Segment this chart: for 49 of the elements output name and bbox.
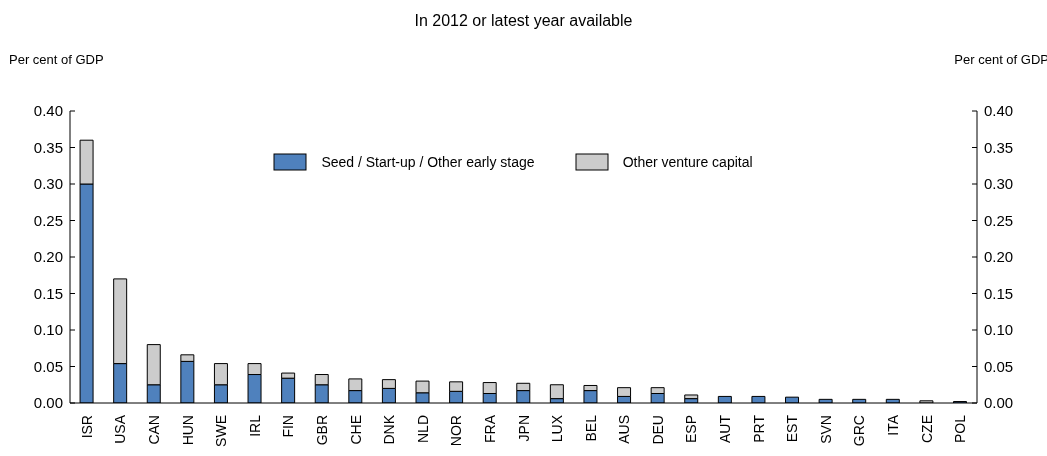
y2-tick-label: 0.30 <box>984 175 1014 193</box>
x-tick-label: PRT <box>750 414 767 443</box>
legend-label: Seed / Start-up / Other early stage <box>321 154 535 170</box>
x-tick-label: ISR <box>78 415 95 439</box>
x-tick-label: LUX <box>549 414 566 443</box>
x-tick-label: ITA <box>885 414 902 436</box>
x-tick-label: GBR <box>313 415 330 446</box>
y2-tick-label: 0.15 <box>984 284 1014 302</box>
x-tick-label: GRC <box>851 415 868 447</box>
y2-tick-label: 0.35 <box>984 138 1014 156</box>
x-tick-label: JPN <box>515 415 532 442</box>
y2-tick-label: 0.00 <box>984 394 1014 412</box>
y-tick-label: 0.30 <box>33 175 63 193</box>
y2-tick-label: 0.40 <box>984 102 1014 120</box>
x-tick-label: FIN <box>280 415 297 438</box>
y2-tick-label: 0.10 <box>984 321 1014 339</box>
y-tick-label: 0.00 <box>33 394 63 412</box>
x-tick-label: DEU <box>649 415 666 445</box>
x-tick-label: IRL <box>246 414 263 437</box>
x-tick-label: CZE <box>918 415 935 443</box>
legend-label: Other venture capital <box>622 154 753 170</box>
x-tick-label: SWE <box>213 415 230 447</box>
x-tick-label: AUS <box>616 415 633 444</box>
x-tick-label: USA <box>112 414 129 444</box>
x-tick-label: DNK <box>381 414 398 445</box>
y-tick-label: 0.25 <box>33 211 63 229</box>
y-tick-label: 0.20 <box>33 248 63 266</box>
chart-title: In 2012 or latest year available <box>413 12 634 30</box>
x-tick-label: NOR <box>448 415 465 447</box>
x-tick-label: FRA <box>481 414 498 443</box>
x-tick-label: AUT <box>717 414 734 443</box>
x-tick-label: EST <box>784 414 801 443</box>
x-tick-label: NLD <box>414 415 431 444</box>
y-tick-label: 0.40 <box>33 102 63 120</box>
x-tick-label: CAN <box>145 415 162 445</box>
x-tick-label: HUN <box>179 415 196 446</box>
y2-tick-label: 0.05 <box>984 357 1014 375</box>
y-tick-label: 0.15 <box>33 284 63 302</box>
x-tick-label: BEL <box>582 414 599 442</box>
y2-tick-label: 0.20 <box>984 248 1014 266</box>
x-tick-label: ESP <box>683 415 700 444</box>
y-tick-label: 0.05 <box>33 357 63 375</box>
y-axis-title: Per cent of GDP <box>9 52 104 67</box>
y2-tick-label: 0.25 <box>984 211 1014 229</box>
y-tick-label: 0.10 <box>33 321 63 339</box>
y-tick-label: 0.35 <box>33 138 63 156</box>
x-tick-label: CHE <box>347 415 364 445</box>
x-tick-label: SVN <box>817 415 834 444</box>
x-tick-label: POL <box>952 414 969 444</box>
